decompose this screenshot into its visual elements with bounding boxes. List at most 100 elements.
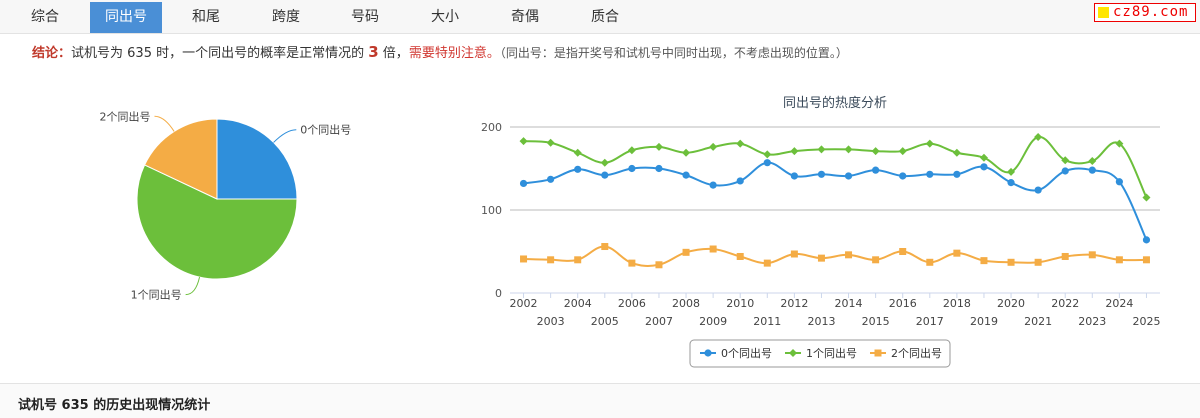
data-point[interactable]	[654, 142, 663, 151]
data-point[interactable]	[980, 257, 988, 265]
data-point[interactable]	[980, 163, 988, 171]
data-point[interactable]	[844, 145, 853, 154]
data-point[interactable]	[790, 147, 799, 156]
data-point[interactable]	[1115, 139, 1124, 148]
pie-slice[interactable]	[136, 164, 298, 280]
data-point[interactable]	[1088, 166, 1096, 174]
pie-slice[interactable]	[143, 118, 218, 200]
data-point[interactable]	[547, 256, 555, 264]
legend-item-label[interactable]: 0个同出号	[721, 346, 772, 360]
data-point[interactable]	[709, 181, 717, 189]
data-point[interactable]	[979, 153, 988, 162]
data-point[interactable]	[953, 249, 961, 257]
legend-item-label[interactable]: 2个同出号	[891, 346, 942, 360]
data-point[interactable]	[926, 170, 934, 178]
data-point[interactable]	[655, 164, 663, 173]
data-point[interactable]	[817, 254, 825, 262]
tab-daxiao[interactable]: 大小	[431, 9, 459, 25]
pie-slice[interactable]	[216, 118, 298, 200]
y-tick-label: 100	[481, 204, 502, 217]
data-point[interactable]	[817, 170, 826, 178]
tab-hewei[interactable]: 和尾	[192, 9, 220, 25]
data-point[interactable]	[1034, 132, 1043, 141]
series-line	[523, 135, 1148, 198]
data-point[interactable]	[899, 248, 907, 255]
data-point[interactable]	[763, 259, 771, 267]
tab-zonghe[interactable]: 综合	[31, 9, 59, 25]
data-point[interactable]	[1088, 157, 1097, 166]
data-point[interactable]	[871, 147, 880, 156]
x-tick-label: 2023	[1078, 315, 1106, 328]
data-point[interactable]	[601, 171, 609, 179]
tab-haoma[interactable]: 号码	[351, 9, 379, 25]
data-point[interactable]	[926, 258, 934, 266]
series-line	[523, 245, 1147, 267]
conclusion-warning: 需要特别注意。	[408, 46, 500, 61]
data-point[interactable]	[546, 138, 555, 147]
data-point[interactable]	[519, 137, 528, 146]
data-point[interactable]	[1007, 179, 1015, 187]
x-tick-label: 2007	[645, 315, 673, 328]
data-point[interactable]	[1115, 178, 1123, 186]
tab-tongchuhao[interactable]: 同出号	[90, 2, 162, 33]
legend-marker[interactable]	[704, 349, 712, 357]
data-point[interactable]	[736, 252, 744, 260]
data-point[interactable]	[1142, 236, 1151, 244]
data-point[interactable]	[709, 245, 717, 253]
data-point[interactable]	[925, 139, 934, 148]
data-point[interactable]	[898, 147, 907, 156]
data-point[interactable]	[763, 159, 771, 167]
line-chart: 同出号的热度分析 0 100 200 2002 2003 2004 2005 2006 2007 2…	[481, 95, 1160, 368]
data-point[interactable]	[1007, 258, 1015, 266]
data-point[interactable]	[736, 177, 744, 185]
data-point[interactable]	[574, 256, 582, 264]
data-point[interactable]	[547, 175, 555, 183]
data-point[interactable]	[601, 243, 609, 251]
data-point[interactable]	[1034, 258, 1042, 266]
data-point[interactable]	[872, 166, 880, 174]
legend-marker[interactable]	[789, 349, 797, 357]
tab-kuadu[interactable]: 跨度	[272, 9, 300, 25]
data-point[interactable]	[790, 172, 798, 180]
legend-marker[interactable]	[874, 349, 882, 357]
legend-item-label[interactable]: 1个同出号	[806, 346, 857, 360]
data-point[interactable]	[1142, 193, 1151, 202]
data-point[interactable]	[790, 250, 798, 258]
data-point[interactable]	[952, 148, 961, 157]
data-point[interactable]	[1061, 156, 1070, 165]
site-logo[interactable]: cz89.com	[1094, 3, 1196, 22]
data-point[interactable]	[763, 150, 772, 159]
data-point[interactable]	[573, 148, 582, 157]
data-point[interactable]	[628, 259, 636, 267]
data-point[interactable]	[682, 171, 690, 179]
data-point[interactable]	[574, 165, 582, 173]
data-point[interactable]	[628, 164, 636, 173]
data-point[interactable]	[1061, 167, 1069, 175]
data-point[interactable]	[953, 170, 961, 178]
data-point[interactable]	[682, 148, 691, 157]
tab-jiou[interactable]: 奇偶	[511, 9, 539, 25]
data-point[interactable]	[1088, 251, 1096, 259]
logo-square-icon	[1098, 7, 1109, 18]
data-point[interactable]	[1142, 256, 1150, 264]
data-point[interactable]	[519, 179, 528, 188]
data-point[interactable]	[817, 145, 826, 154]
data-point[interactable]	[899, 172, 907, 180]
x-tick-label: 2025	[1132, 315, 1160, 328]
data-point[interactable]	[1061, 252, 1069, 260]
data-point[interactable]	[845, 251, 853, 259]
data-point[interactable]	[872, 256, 880, 264]
data-point[interactable]	[709, 142, 718, 151]
data-point[interactable]	[655, 261, 663, 269]
data-point[interactable]	[627, 146, 636, 155]
data-point[interactable]	[736, 139, 745, 148]
data-point[interactable]	[1034, 186, 1042, 194]
data-point[interactable]	[844, 172, 853, 180]
x-tick-label: 2002	[510, 297, 538, 310]
tab-zhihe[interactable]: 质合	[591, 9, 619, 25]
data-point[interactable]	[600, 158, 609, 167]
data-point[interactable]	[520, 255, 528, 263]
data-point[interactable]	[1007, 167, 1016, 176]
data-point[interactable]	[682, 248, 690, 256]
data-point[interactable]	[1115, 256, 1123, 264]
